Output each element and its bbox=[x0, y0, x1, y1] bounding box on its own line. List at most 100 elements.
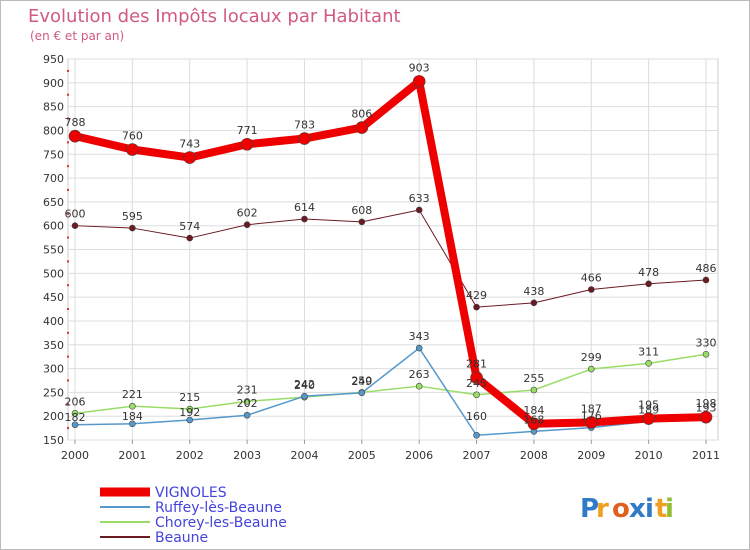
data-label: 600 bbox=[65, 208, 86, 221]
data-label: 806 bbox=[351, 108, 372, 121]
data-point bbox=[71, 410, 79, 417]
data-point bbox=[186, 416, 194, 424]
legend-item-vignoles: VIGNOLES bbox=[100, 485, 227, 501]
data-label: 184 bbox=[122, 410, 143, 423]
data-label: 198 bbox=[696, 397, 717, 410]
series-vignoles bbox=[68, 75, 713, 431]
labels-vignoles: 788 760 743 771 783 806 903 281 184 187 195 198 bbox=[65, 61, 717, 416]
series-line bbox=[74, 77, 707, 428]
data-label: 614 bbox=[294, 201, 315, 214]
data-label: 574 bbox=[179, 220, 200, 233]
data-point bbox=[129, 224, 136, 232]
data-point bbox=[530, 299, 538, 307]
data-label: 202 bbox=[237, 397, 258, 410]
data-label: 176 bbox=[581, 410, 602, 423]
data-point bbox=[699, 410, 713, 424]
legend-label: Ruffey-lès-Beaune bbox=[155, 500, 282, 516]
y-minor-tick bbox=[67, 331, 69, 334]
data-point bbox=[530, 386, 538, 394]
series-beaune bbox=[71, 206, 710, 311]
y-tick-label: 900 bbox=[43, 77, 64, 90]
grid bbox=[67, 58, 719, 441]
legend: VIGNOLESRuffey-lès-BeauneChorey-les-Beau… bbox=[100, 485, 287, 546]
data-point bbox=[301, 215, 308, 223]
data-label: 478 bbox=[638, 266, 659, 279]
data-label: 438 bbox=[523, 285, 544, 298]
data-point bbox=[473, 431, 480, 439]
data-point bbox=[587, 286, 595, 293]
data-point bbox=[470, 371, 483, 384]
data-label: 242 bbox=[294, 378, 315, 391]
data-point bbox=[71, 421, 79, 429]
data-point bbox=[243, 411, 251, 419]
y-tick-label: 850 bbox=[43, 101, 64, 114]
y-tick-label: 350 bbox=[43, 339, 64, 352]
y-minor-tick bbox=[67, 93, 69, 96]
logo-letter: i bbox=[665, 494, 674, 524]
y-minor-tick bbox=[67, 379, 69, 382]
data-point bbox=[71, 222, 79, 229]
data-label: 189 bbox=[638, 403, 659, 416]
data-point bbox=[240, 137, 254, 151]
data-point bbox=[358, 218, 366, 226]
data-point bbox=[186, 405, 194, 413]
data-point bbox=[702, 276, 710, 284]
y-tick-label: 550 bbox=[43, 244, 64, 257]
y-tick-label: 650 bbox=[43, 196, 64, 209]
data-point bbox=[129, 402, 136, 410]
legend-label: Beaune bbox=[155, 530, 208, 546]
data-point bbox=[473, 391, 480, 399]
data-point bbox=[68, 129, 82, 143]
x-tick-label: 2008 bbox=[520, 449, 548, 462]
data-point bbox=[358, 389, 366, 397]
y-minor-tick bbox=[67, 427, 69, 430]
data-label: 299 bbox=[581, 351, 602, 364]
data-label: 743 bbox=[179, 138, 200, 151]
logo-letter: r bbox=[596, 494, 609, 524]
data-label: 206 bbox=[65, 395, 86, 408]
x-tick-label: 2001 bbox=[118, 449, 146, 462]
x-tick-label: 2002 bbox=[176, 449, 204, 462]
data-point bbox=[355, 121, 369, 134]
data-label: 168 bbox=[523, 413, 544, 426]
data-label: 788 bbox=[65, 116, 86, 129]
data-label: 245 bbox=[466, 377, 487, 390]
y-tick-label: 700 bbox=[43, 172, 64, 185]
series-line bbox=[74, 353, 707, 415]
data-label: 187 bbox=[581, 402, 602, 415]
x-tick-label: 2009 bbox=[577, 449, 605, 462]
data-point bbox=[415, 206, 423, 214]
data-label: 255 bbox=[523, 372, 544, 385]
data-label: 633 bbox=[409, 192, 430, 205]
legend-item-chorey-les-beaune: Chorey-les-Beaune bbox=[100, 515, 287, 531]
data-label: 250 bbox=[351, 374, 372, 387]
y-tick-label: 250 bbox=[43, 386, 64, 399]
logo-letter: P bbox=[580, 494, 599, 524]
x-tick-label: 2005 bbox=[348, 449, 376, 462]
chart-title: Evolution des Impôts locaux par Habitant bbox=[28, 6, 401, 27]
data-label: 182 bbox=[65, 411, 86, 424]
data-point bbox=[126, 143, 139, 156]
y-minor-tick bbox=[67, 403, 69, 406]
data-label: 429 bbox=[466, 289, 487, 302]
data-label: 486 bbox=[696, 262, 717, 275]
data-point bbox=[183, 151, 197, 164]
x-tick-label: 2004 bbox=[290, 449, 318, 462]
labels-beaune: 600 595 574 602 614 608 633 429 438 466 478 486 bbox=[65, 192, 717, 302]
y-tick-label: 400 bbox=[43, 315, 64, 328]
y-tick-label: 750 bbox=[43, 148, 64, 161]
data-point bbox=[415, 344, 423, 352]
data-label: 263 bbox=[409, 368, 430, 381]
legend-item-ruffey-les-beaune: Ruffey-lès-Beaune bbox=[100, 500, 282, 516]
data-label: 249 bbox=[351, 375, 372, 388]
y-tick-label: 450 bbox=[43, 291, 64, 304]
x-tick-label: 2006 bbox=[405, 449, 433, 462]
data-point bbox=[129, 420, 136, 428]
series-chorey-les-beaune bbox=[71, 350, 710, 417]
data-label: 221 bbox=[122, 388, 143, 401]
y-minor-tick bbox=[67, 260, 69, 263]
data-label: 311 bbox=[638, 345, 659, 358]
y-minor-tick bbox=[67, 165, 69, 168]
